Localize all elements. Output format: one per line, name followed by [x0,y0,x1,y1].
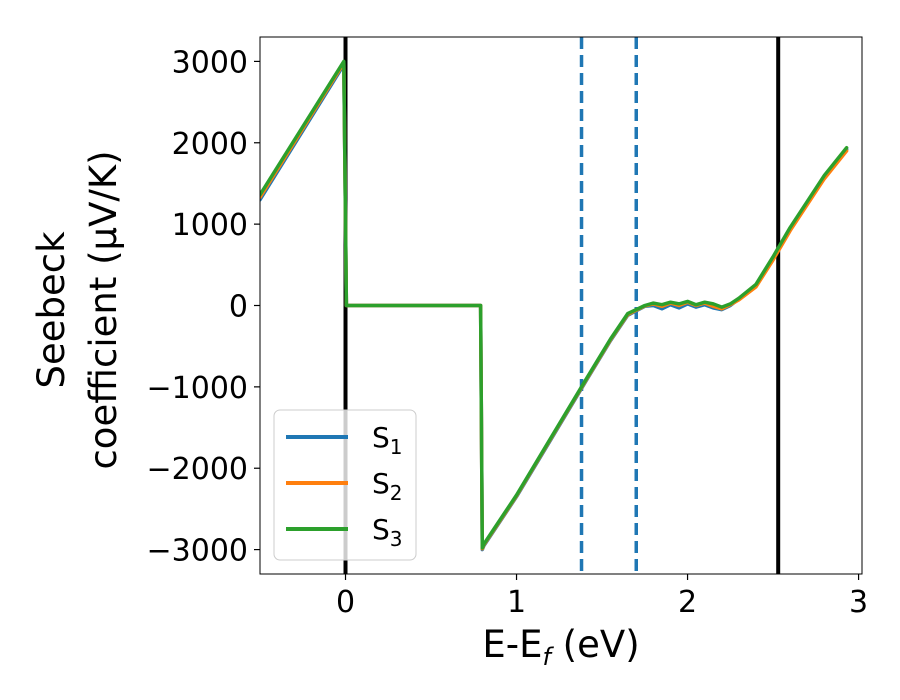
x-axis-label: E-Ef (eV) [482,623,639,671]
y-axis-label: Seebeck coefficient (μV/K) [30,150,125,469]
legend-label-3: S3 [372,513,403,551]
y-tick-label: 2000 [172,127,248,162]
y-tick-label: −2000 [147,452,248,487]
x-axis-label-unit: (eV) [551,623,640,666]
y-tick-label: 3000 [172,45,248,80]
x-tick-label: 2 [678,585,697,620]
y-axis-label-line2: coefficient (μV/K) [82,150,125,469]
x-tick-label: 1 [507,585,526,620]
x-tick-label: 3 [849,585,868,620]
legend: S1 S2 S3 [273,409,417,561]
series-line-3 [260,59,849,550]
legend-label-2: S2 [372,467,403,505]
y-axis-label-line1: Seebeck [30,231,73,389]
x-tick-label: 0 [336,585,355,620]
y-tick-label: 1000 [172,208,248,243]
x-axis-label-main: E-E [482,623,542,666]
y-tick-label: −3000 [147,534,248,569]
legend-label-1: S1 [372,421,403,459]
y-tick-label: 0 [229,290,248,325]
y-tick-label: −1000 [147,371,248,406]
